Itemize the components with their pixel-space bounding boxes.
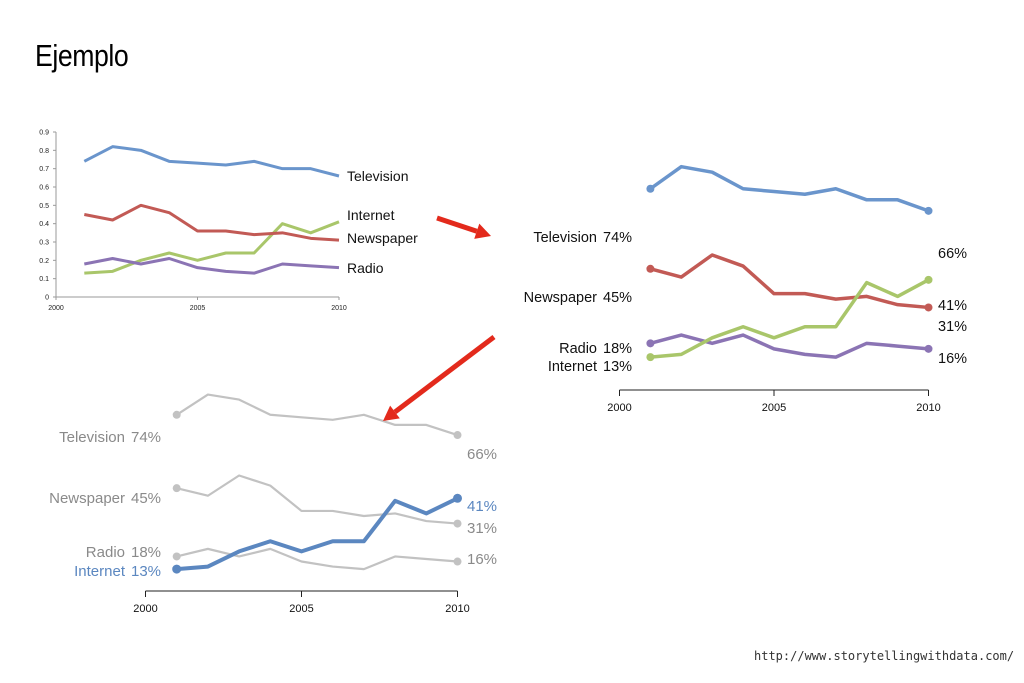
series-line-radio bbox=[176, 547, 458, 571]
series-line-television bbox=[83, 145, 340, 178]
y-tick-label: 0.6 bbox=[39, 185, 49, 192]
y-tick-label: 0.7 bbox=[39, 166, 49, 173]
end-value-newspaper: 31% bbox=[467, 520, 497, 537]
x-tick-label: 2010 bbox=[331, 305, 347, 312]
start-value-newspaper: 45% bbox=[603, 290, 632, 306]
series-line-internet bbox=[176, 496, 459, 572]
end-value-radio: 16% bbox=[467, 551, 497, 568]
legend-label-newspaper: Newspaper bbox=[347, 230, 418, 246]
y-tick-label: 0.1 bbox=[39, 276, 49, 283]
start-point-radio bbox=[646, 339, 655, 348]
x-tick-label: 2005 bbox=[289, 603, 313, 615]
end-point-internet bbox=[924, 275, 933, 284]
start-value-television: 74% bbox=[603, 230, 632, 246]
series-line-newspaper bbox=[176, 474, 458, 525]
x-tick-label: 2000 bbox=[133, 603, 157, 615]
arrow-right-head bbox=[474, 223, 491, 239]
y-tick-label: 0.4 bbox=[39, 221, 49, 228]
series-name-television: Television bbox=[59, 429, 125, 446]
end-value-internet: 41% bbox=[467, 498, 497, 515]
x-tick-label: 2010 bbox=[445, 603, 469, 615]
start-value-internet: 13% bbox=[603, 359, 632, 375]
y-tick-label: 0.9 bbox=[39, 130, 49, 137]
start-value-newspaper: 45% bbox=[131, 490, 161, 507]
start-value-internet: 13% bbox=[131, 563, 161, 580]
series-line-radio bbox=[84, 257, 340, 275]
series-name-newspaper: Newspaper bbox=[524, 290, 598, 306]
y-tick-label: 0.2 bbox=[39, 258, 49, 265]
series-name-newspaper: Newspaper bbox=[49, 490, 125, 507]
end-point-television bbox=[453, 431, 462, 440]
legend-label-television: Television bbox=[347, 168, 408, 184]
y-tick-label: 0 bbox=[45, 295, 49, 302]
series-name-radio: Radio bbox=[86, 544, 125, 561]
end-point-radio bbox=[453, 557, 462, 566]
x-tick-label: 2005 bbox=[190, 305, 206, 312]
arrow-down-left-shaft bbox=[393, 335, 496, 414]
start-point-television bbox=[172, 410, 181, 419]
series-name-internet: Internet bbox=[548, 359, 597, 375]
legend-label-internet: Internet bbox=[347, 207, 395, 223]
end-value-television: 66% bbox=[467, 446, 497, 463]
start-value-radio: 18% bbox=[131, 544, 161, 561]
end-point-television bbox=[924, 206, 933, 215]
series-line-radio bbox=[649, 333, 929, 359]
end-value-internet: 41% bbox=[938, 298, 967, 314]
end-point-internet bbox=[453, 493, 462, 503]
source-url: http://www.storytellingwithdata.com/ bbox=[754, 649, 1015, 663]
series-line-newspaper bbox=[84, 203, 340, 242]
slide-title: Ejemplo bbox=[35, 38, 129, 73]
arrow-right-shaft bbox=[436, 215, 478, 234]
series-line-television bbox=[649, 164, 930, 213]
series-line-television bbox=[176, 393, 458, 437]
series-name-television: Television bbox=[533, 230, 597, 246]
start-point-newspaper bbox=[172, 484, 181, 493]
x-tick-label: 2000 bbox=[48, 305, 64, 312]
legend-label-radio: Radio bbox=[347, 260, 384, 276]
start-value-radio: 18% bbox=[603, 341, 632, 357]
y-tick-label: 0.8 bbox=[39, 148, 49, 155]
series-name-radio: Radio bbox=[559, 341, 597, 357]
start-point-radio bbox=[172, 552, 181, 561]
end-point-radio bbox=[924, 344, 933, 353]
end-value-television: 66% bbox=[938, 246, 967, 262]
y-tick-label: 0.3 bbox=[39, 240, 49, 247]
series-line-newspaper bbox=[649, 253, 929, 310]
series-line-internet bbox=[650, 278, 930, 359]
end-point-newspaper bbox=[453, 519, 462, 528]
end-value-radio: 16% bbox=[938, 351, 967, 367]
start-point-newspaper bbox=[646, 264, 655, 273]
x-tick-label: 2005 bbox=[762, 402, 786, 414]
start-value-television: 74% bbox=[131, 429, 161, 446]
start-point-internet bbox=[172, 564, 182, 574]
x-tick-label: 2000 bbox=[607, 402, 631, 414]
start-point-television bbox=[646, 184, 655, 193]
end-point-newspaper bbox=[924, 303, 933, 312]
series-name-internet: Internet bbox=[74, 563, 126, 580]
arrow-down-left-head bbox=[383, 405, 400, 421]
x-tick-label: 2010 bbox=[916, 402, 940, 414]
y-tick-label: 0.5 bbox=[39, 203, 49, 210]
end-value-newspaper: 31% bbox=[938, 319, 967, 335]
start-point-internet bbox=[646, 353, 655, 362]
series-line-internet bbox=[84, 220, 340, 275]
